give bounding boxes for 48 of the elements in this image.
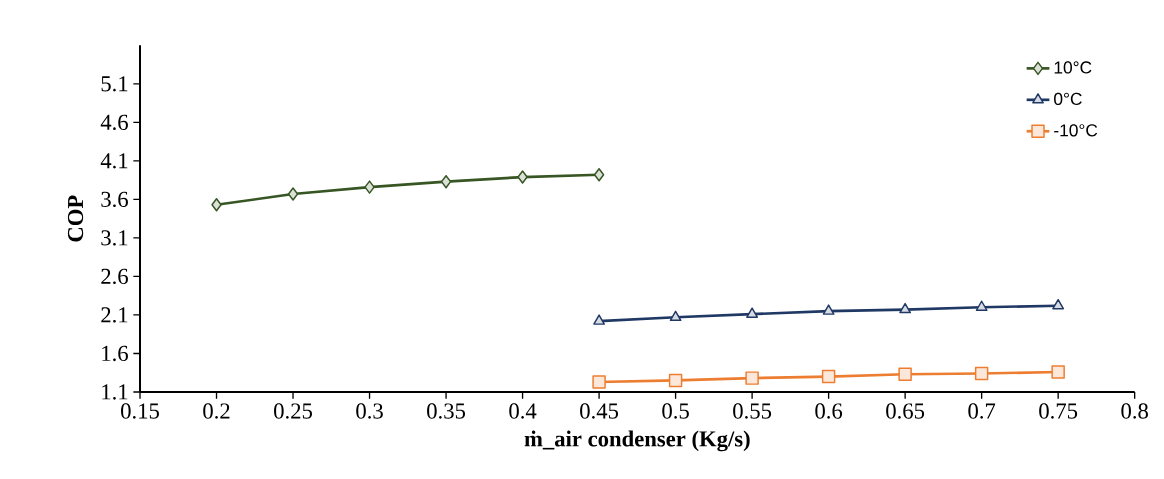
- y-tick-label: 1.6: [102, 345, 128, 362]
- x-tick-label: 0.45: [580, 403, 619, 419]
- point: [517, 170, 528, 184]
- x-tick-label: 0.15: [121, 403, 159, 419]
- point: [364, 180, 375, 194]
- point: [669, 310, 682, 322]
- point: [745, 371, 759, 386]
- x-tick-label: 0.25: [274, 403, 312, 419]
- point: [899, 303, 912, 314]
- y-tick-label: 3.1: [101, 230, 128, 246]
- x-tick-label: 0.6: [815, 403, 843, 419]
- point: [1052, 299, 1065, 310]
- y-tick-label: 2.1: [101, 307, 128, 323]
- legend-label: 10°C: [1054, 61, 1092, 74]
- point: [440, 175, 452, 189]
- legend-label: -10°C: [1054, 124, 1098, 137]
- point: [287, 187, 299, 201]
- x-tick-label: 0.5: [662, 403, 689, 419]
- point: [211, 198, 222, 212]
- x-tick-label: 0.7: [968, 403, 996, 419]
- point: [1051, 365, 1065, 379]
- y-axis-title: COP: [67, 195, 84, 242]
- x-tick-label: 0.65: [886, 403, 925, 419]
- point: [592, 375, 606, 389]
- x-tick-label: 0.55: [733, 403, 772, 419]
- x-tick-label: 0.2: [203, 403, 230, 419]
- point: [975, 300, 988, 312]
- point: [746, 307, 759, 319]
- point: [822, 304, 835, 316]
- point: [974, 366, 989, 381]
- x-tick-label: 0.35: [427, 403, 466, 419]
- x-tick-label: 0.4: [509, 403, 537, 419]
- y-tick-label: 1.1: [102, 384, 128, 400]
- point: [898, 367, 912, 382]
- y-tick-label: 2.6: [101, 268, 128, 285]
- y-tick-label: 4.6: [100, 114, 128, 131]
- x-tick-label: 0.75: [1039, 403, 1078, 419]
- y-tick-label: 4.1: [100, 153, 128, 169]
- x-tick-label: 0.8: [1121, 403, 1148, 419]
- y-tick-label: 5.1: [101, 76, 128, 92]
- point: [593, 314, 606, 326]
- y-tick-label: 3.6: [101, 191, 128, 208]
- legend-label: 0°C: [1054, 92, 1082, 106]
- point: [668, 373, 683, 388]
- point: [593, 168, 605, 182]
- x-tick-label: 0.3: [356, 403, 383, 419]
- point: [821, 370, 836, 384]
- x-axis-title: ṁ_air condenser (Kg/s): [524, 430, 750, 452]
